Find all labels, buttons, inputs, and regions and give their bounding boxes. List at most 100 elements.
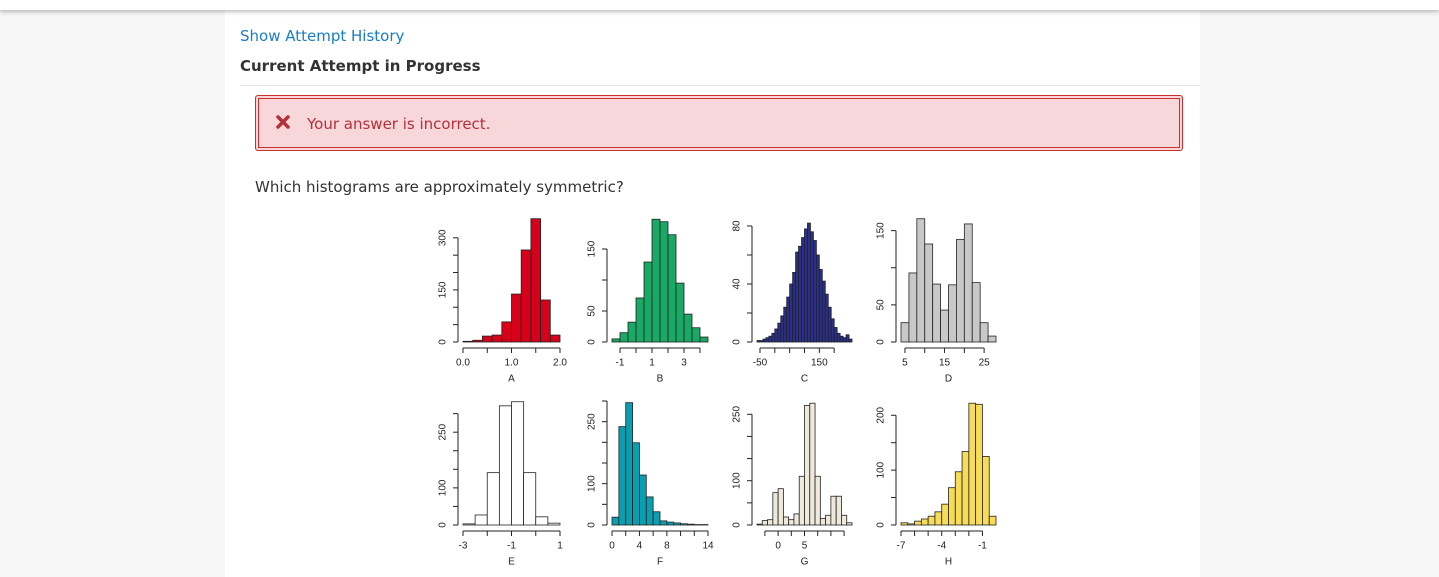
histogram-bar: [462, 523, 476, 526]
histogram-bar: [687, 523, 695, 526]
histogram-bar: [667, 234, 677, 343]
histogram-bar: [520, 249, 532, 343]
histogram-bar: [827, 306, 832, 343]
histogram-bar: [982, 456, 990, 526]
histogram-bar: [768, 335, 773, 343]
histogram-bar: [691, 327, 701, 343]
histogram-bar: [462, 340, 474, 343]
y-tick-label: 50: [876, 299, 887, 311]
histogram-bar: [948, 487, 956, 526]
histogram-bar: [788, 519, 795, 526]
x-tick-label: 150: [811, 358, 828, 369]
histogram-bar: [798, 475, 805, 526]
histogram-bar: [842, 337, 847, 343]
alert-icon: [276, 115, 290, 129]
histogram-bar: [914, 520, 922, 526]
histogram-bar: [825, 514, 832, 526]
histogram-bar: [841, 514, 848, 526]
histogram-bar: [777, 322, 782, 343]
x-tick-label: -1: [616, 358, 625, 369]
histogram-bar: [659, 520, 668, 526]
x-tick-label: -4: [937, 541, 946, 552]
y-tick-label: 100: [438, 479, 449, 496]
histogram-bar: [756, 523, 763, 526]
x-tick-label: 0: [609, 541, 615, 552]
histogram-bar: [666, 521, 675, 526]
histogram-bar: [762, 338, 767, 343]
histogram-bar: [501, 321, 512, 343]
histogram-bar: [783, 306, 788, 343]
histogram-bar: [968, 402, 977, 526]
histogram-bar: [782, 516, 790, 526]
y-tick-label: 0: [438, 339, 449, 345]
histogram-bar: [793, 513, 800, 526]
histogram-bar: [673, 522, 681, 526]
histogram-bar: [643, 261, 653, 343]
histogram-bar: [836, 332, 841, 343]
histogram-bar: [845, 334, 850, 343]
histogram-bar: [683, 313, 693, 343]
histogram-bar: [924, 243, 934, 343]
x-tick-label: -50: [753, 358, 768, 369]
x-tick-label: 1: [649, 358, 655, 369]
histogram-bar: [927, 515, 936, 526]
histogram-bar: [474, 514, 488, 526]
histogram-bar: [756, 340, 761, 343]
histogram-bar: [956, 239, 965, 343]
histogram-bar: [625, 402, 633, 526]
histogram-bar: [975, 403, 983, 526]
histogram-bar: [511, 401, 525, 526]
histogram-bar: [639, 474, 647, 526]
top-bar: [0, 0, 1439, 10]
y-tick-label: 150: [587, 240, 598, 257]
y-tick-label: 0: [587, 339, 598, 345]
histogram-bar: [498, 405, 512, 526]
histogram-bar: [940, 309, 949, 343]
y-tick-label: 250: [587, 413, 598, 430]
y-tick-label: 50: [587, 305, 598, 317]
y-tick-label: 100: [732, 472, 743, 489]
x-axis-label: D: [945, 374, 952, 385]
x-axis-label: E: [508, 557, 515, 568]
histogram-bar: [988, 515, 997, 526]
show-attempt-history-link[interactable]: Show Attempt History: [240, 27, 405, 45]
histogram-bar: [611, 338, 621, 343]
x-axis-label: G: [801, 557, 809, 568]
x-tick-label: -1: [978, 541, 987, 552]
x-axis-label: H: [945, 557, 952, 568]
histogram-bar: [486, 472, 500, 526]
histogram-bar: [839, 335, 844, 343]
histogram-bar: [652, 511, 661, 526]
y-tick-label: 0: [732, 339, 743, 345]
histogram-bar: [815, 254, 820, 343]
histogram-bar: [810, 231, 814, 343]
x-tick-label: 0: [775, 541, 781, 552]
y-tick-label: 100: [587, 475, 598, 492]
histogram-bar: [645, 496, 654, 526]
histogram-bar: [481, 335, 493, 343]
histogram-bar: [549, 334, 561, 343]
histogram-bar: [651, 218, 661, 343]
histogram-bar: [618, 426, 627, 526]
histogram-bar: [818, 269, 823, 343]
histogram-bar: [934, 511, 943, 526]
y-tick-label: 200: [876, 406, 887, 423]
histogram-bar: [801, 237, 805, 343]
x-axis-label: B: [657, 374, 664, 385]
histogram-bar: [535, 516, 549, 526]
x-tick-label: -7: [897, 541, 906, 552]
y-tick-label: 250: [732, 406, 743, 423]
histogram-bar: [941, 503, 949, 526]
histogram-bar: [900, 522, 909, 526]
histogram-bar: [771, 332, 776, 343]
histogram-bar: [772, 492, 779, 526]
histogram-bar: [659, 221, 669, 343]
histogram-bar: [789, 283, 794, 343]
y-tick-label: 250: [438, 423, 449, 440]
histogram-bar: [761, 520, 768, 526]
histogram-bar: [821, 280, 826, 343]
x-tick-label: -3: [459, 541, 468, 552]
content: View Policies Show Attempt History Curre…: [225, 0, 1200, 577]
